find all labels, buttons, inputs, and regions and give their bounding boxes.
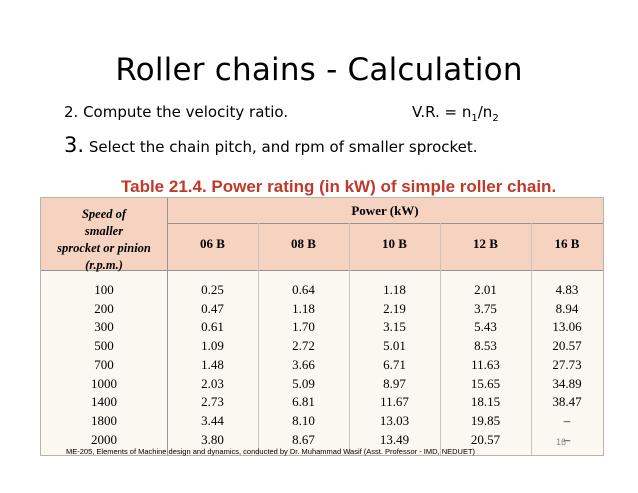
power-cell: 4.83 — [555, 282, 579, 297]
speed-header-line: sprocket or pinion — [57, 241, 151, 255]
column-divider — [440, 223, 441, 455]
power-cell: 2.03 — [201, 375, 224, 391]
power-cell: 2.01 — [474, 282, 497, 297]
power-cell: 18.15 — [470, 394, 501, 410]
slide-title: Roller chains - Calculation — [115, 52, 523, 88]
column-divider — [349, 223, 350, 455]
header-bottom-rule — [41, 270, 603, 271]
speed-header-line: Speed of — [81, 207, 127, 221]
power-cell: 3.75 — [474, 300, 497, 316]
power-cell: 3.44 — [201, 412, 224, 428]
speed-cell: 500 — [94, 338, 114, 354]
power-cell: 1.09 — [201, 338, 224, 354]
speed-cell: 200 — [94, 300, 114, 316]
power-cell: 3.66 — [292, 356, 315, 372]
power-cell: 13.06 — [552, 319, 582, 335]
vr-sub2: 2 — [492, 113, 499, 124]
step2-text: 2. Compute the velocity ratio. — [64, 103, 289, 121]
power-cell: 2.72 — [292, 338, 315, 354]
power-cell: 0.25 — [201, 282, 224, 297]
power-cell: 2.19 — [383, 300, 406, 316]
column-divider — [258, 223, 259, 455]
footer-text: ME-205, Elements of Machine design and d… — [66, 447, 476, 456]
power-cell: 5.01 — [383, 338, 406, 354]
header-divider — [167, 223, 603, 224]
page-number: 16 — [556, 437, 567, 447]
step3-body: Select the chain pitch, and rpm of small… — [88, 138, 478, 156]
vr-prefix: V.R. = n — [412, 103, 472, 121]
speed-column-header: Speed of smaller sprocket or pinion (r.p… — [41, 206, 167, 274]
power-cell: 15.65 — [470, 375, 501, 391]
power-rating-table: Speed of smaller sprocket or pinion (r.p… — [40, 197, 604, 456]
vr-sub1: 1 — [471, 113, 478, 124]
power-cell: 6.81 — [292, 394, 315, 410]
power-cell: 19.85 — [470, 412, 501, 428]
speed-cell: 2000 — [91, 431, 117, 447]
power-cell: 13.49 — [379, 431, 410, 447]
power-cell: 8.94 — [555, 300, 579, 316]
column-header: 08 B — [291, 236, 316, 251]
power-cell: 8.53 — [474, 338, 497, 354]
column-header: 16 B — [554, 236, 580, 251]
power-cell: 0.61 — [201, 319, 224, 335]
step3-number: 3. — [64, 133, 85, 157]
speed-column-divider — [167, 198, 168, 455]
power-cell: 1.18 — [383, 282, 406, 297]
power-cell: 0.64 — [292, 282, 315, 297]
vr-mid: /n — [477, 103, 493, 121]
power-cell: 34.89 — [552, 375, 582, 391]
velocity-ratio-formula: V.R. = n1/n2 — [412, 103, 499, 124]
power-cell: 38.47 — [552, 394, 582, 410]
power-cell: 27.73 — [552, 356, 582, 372]
power-cell: 6.71 — [383, 356, 406, 372]
power-cell: 1.48 — [201, 356, 224, 372]
table-header-background — [41, 198, 603, 270]
power-cell: 1.18 — [292, 300, 315, 316]
power-cell: 3.80 — [201, 431, 224, 447]
power-cell: 5.43 — [474, 319, 497, 335]
column-header: 10 B — [382, 236, 407, 251]
power-cell: 20.57 — [552, 338, 582, 354]
power-cell: 13.03 — [379, 412, 410, 428]
power-cell: 3.15 — [383, 319, 406, 335]
power-cell: 5.09 — [292, 375, 315, 391]
power-cell: 8.97 — [383, 375, 406, 391]
speed-cell: 1400 — [91, 394, 117, 410]
power-cell: 0.47 — [201, 300, 224, 316]
speed-cell: 1800 — [91, 412, 117, 428]
power-cell: 11.67 — [380, 394, 409, 410]
speed-cell: 300 — [94, 319, 114, 335]
speed-cell: 100 — [94, 282, 114, 297]
step3-text: 3. Select the chain pitch, and rpm of sm… — [64, 133, 478, 157]
power-header: Power (kW) — [351, 203, 419, 218]
power-cell: 8.67 — [292, 431, 315, 447]
speed-header-line: (r.p.m.) — [85, 258, 123, 272]
power-cell: 1.70 — [292, 319, 315, 335]
table-caption: Table 21.4. Power rating (in kW) of simp… — [121, 177, 557, 196]
speed-cell: 700 — [94, 356, 114, 372]
power-cell: 20.57 — [470, 431, 501, 447]
column-header: 12 B — [473, 236, 498, 251]
power-cell: 8.10 — [292, 412, 315, 428]
power-cell: 11.63 — [471, 356, 500, 372]
column-header: 06 B — [200, 236, 225, 251]
power-cell: – — [563, 412, 571, 428]
speed-header-line: smaller — [84, 224, 124, 238]
power-cell: – — [563, 431, 571, 447]
speed-cell: 1000 — [91, 375, 117, 391]
power-cell: 2.73 — [201, 394, 224, 410]
column-divider — [531, 223, 532, 455]
